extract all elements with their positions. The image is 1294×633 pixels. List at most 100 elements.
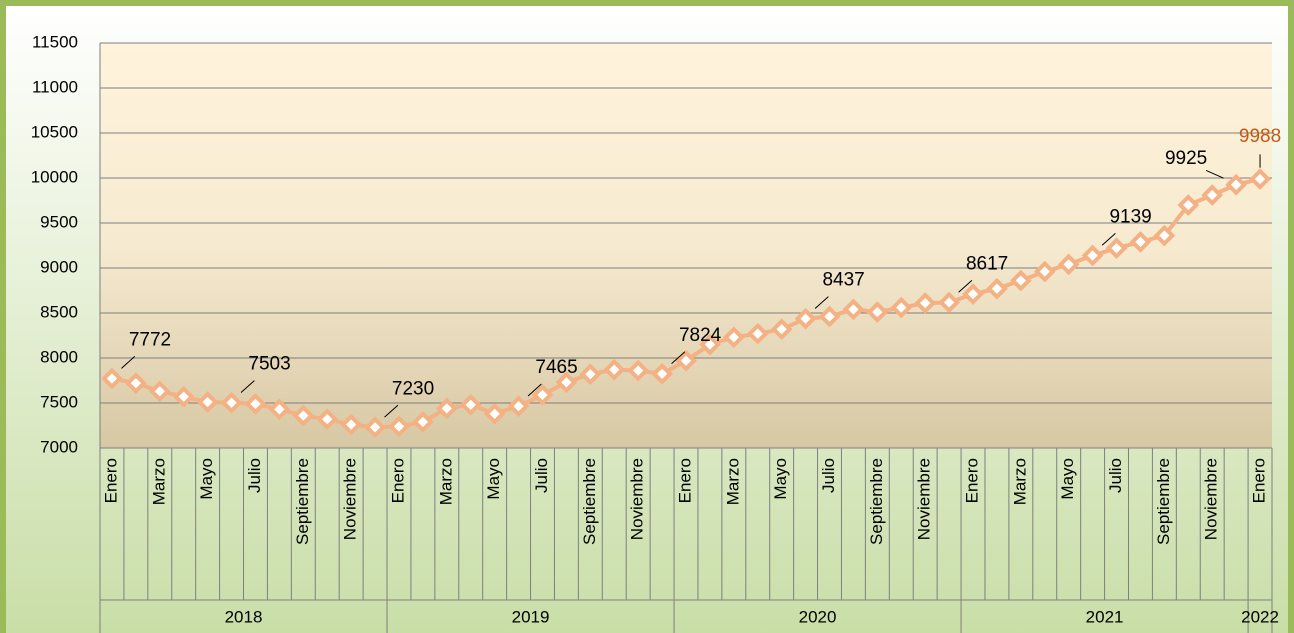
y-tick-label: 11500: [32, 32, 78, 51]
data-label: 7503: [248, 354, 290, 375]
x-tick-label: Marzo: [149, 458, 168, 505]
year-label: 2021: [1086, 607, 1124, 626]
marker: [531, 384, 554, 406]
x-tick-label: Marzo: [723, 458, 742, 505]
plot-area: [100, 43, 1272, 448]
y-tick-label: 11000: [32, 77, 78, 96]
marker: [1177, 194, 1200, 216]
marker: [1225, 173, 1247, 196]
marker: [220, 391, 243, 414]
y-tick-label: 7500: [40, 392, 78, 411]
marker: [435, 397, 458, 420]
marker: [1105, 237, 1128, 260]
marker: [555, 371, 578, 394]
year-label: 2018: [225, 607, 263, 626]
label-leader: [384, 404, 399, 418]
marker: [938, 291, 960, 314]
marker: [507, 395, 530, 417]
marker: [914, 292, 937, 314]
year-label: 2022: [1241, 607, 1279, 626]
y-tick-label: 10500: [31, 122, 78, 141]
marker: [1129, 231, 1152, 253]
marker: [699, 333, 721, 356]
marker: [459, 393, 482, 416]
data-label: 8617: [966, 253, 1008, 274]
label-leader: [1101, 233, 1116, 246]
marker: [794, 307, 817, 330]
x-tick-label: Enero: [101, 458, 120, 503]
x-tick-label: Mayo: [197, 458, 216, 500]
marker: [986, 277, 1008, 300]
x-tick-label: Marzo: [1010, 458, 1029, 505]
marker: [746, 322, 769, 345]
x-tick-label: Septiembre: [293, 458, 312, 545]
marker: [172, 385, 195, 408]
marker: [603, 358, 626, 381]
marker: [842, 298, 865, 321]
x-tick-label: Noviembre: [915, 458, 934, 540]
x-tick-label: Marzo: [436, 458, 455, 505]
marker: [1201, 184, 1224, 206]
marker: [866, 301, 889, 323]
x-tick-label: Enero: [1250, 458, 1269, 503]
marker: [651, 363, 673, 385]
marker: [675, 349, 697, 372]
y-tick-label: 9000: [40, 257, 78, 276]
marker: [627, 359, 649, 382]
label-leader: [1205, 169, 1224, 179]
x-tick-label: Noviembre: [1202, 458, 1221, 540]
y-tick-label: 8000: [40, 347, 78, 366]
data-label: 9925: [1165, 148, 1207, 169]
x-tick-label: Septiembre: [580, 458, 599, 545]
y-tick-label: 9500: [40, 212, 78, 231]
label-leader: [671, 351, 686, 365]
marker: [483, 402, 506, 425]
y-tick-label: 10000: [31, 167, 78, 186]
marker: [292, 404, 315, 427]
marker: [125, 372, 147, 395]
x-tick-label: Mayo: [484, 458, 503, 500]
marker: [412, 411, 434, 433]
data-label: 7465: [535, 357, 577, 378]
marker: [340, 413, 362, 436]
x-tick-label: Enero: [675, 458, 694, 503]
marker: [244, 393, 267, 415]
marker: [770, 318, 793, 341]
marker: [579, 363, 602, 386]
marker: [1081, 244, 1104, 267]
label-leader: [121, 356, 136, 369]
marker: [268, 398, 291, 421]
marker: [1033, 260, 1056, 283]
x-tick-label: Julio: [245, 458, 264, 493]
data-label: 9139: [1109, 207, 1151, 228]
x-tick-label: Noviembre: [628, 458, 647, 540]
y-tick-label: 7000: [40, 437, 78, 456]
label-leader: [958, 279, 973, 293]
marker: [1249, 168, 1271, 190]
marker: [1010, 269, 1032, 292]
x-tick-label: Septiembre: [1154, 458, 1173, 545]
data-label: 7772: [129, 330, 171, 351]
data-label: 7824: [679, 325, 722, 346]
label-leader: [814, 296, 829, 309]
label-leader: [240, 380, 255, 393]
marker: [962, 283, 984, 305]
year-label: 2020: [799, 607, 837, 626]
x-tick-label: Enero: [388, 458, 407, 503]
marker: [723, 326, 745, 349]
marker: [316, 408, 339, 431]
marker: [818, 305, 841, 328]
x-tick-label: Mayo: [1058, 458, 1077, 500]
marker: [148, 380, 171, 403]
x-tick-label: Julio: [819, 458, 838, 493]
marker: [196, 391, 219, 413]
y-tick-label: 8500: [40, 302, 78, 321]
year-label: 2019: [512, 607, 550, 626]
data-label: 9988: [1239, 126, 1281, 147]
x-tick-label: Mayo: [771, 458, 790, 500]
marker: [1153, 224, 1176, 247]
x-tick-label: Julio: [532, 458, 551, 493]
marker: [890, 296, 913, 319]
data-label: 7230: [392, 378, 434, 399]
